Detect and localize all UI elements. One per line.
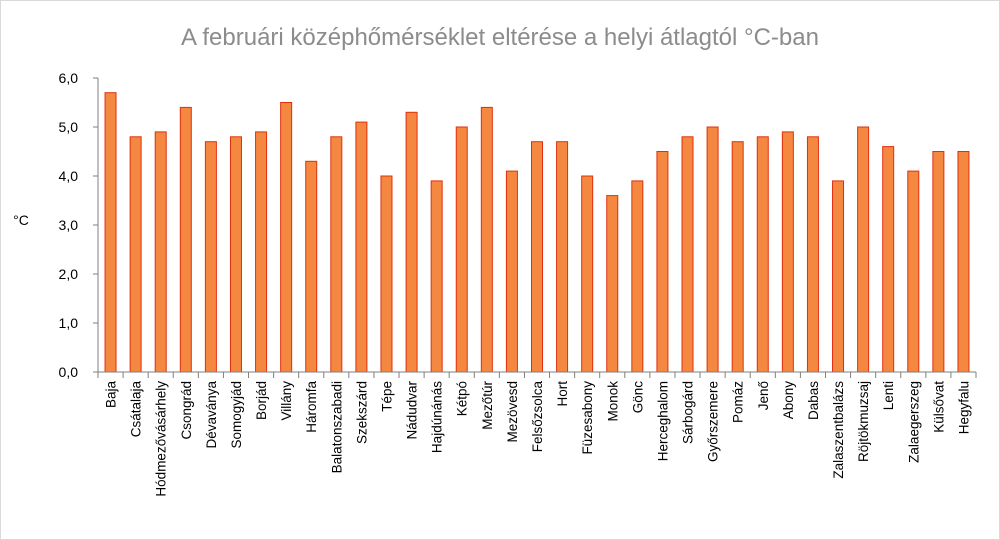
bar [832, 180, 845, 373]
x-category-label: Tépe [379, 381, 394, 412]
bar [681, 136, 694, 373]
y-tick-label: 6,0 [59, 70, 79, 86]
x-category-label: Felsőzsolca [530, 381, 545, 453]
bar [154, 131, 167, 373]
bar [606, 195, 619, 373]
x-category-label: Nádudvar [405, 381, 420, 440]
x-category-label: Hegyfalu [956, 381, 971, 434]
x-category-label: Balatonszabadi [329, 381, 344, 473]
bar [631, 180, 644, 373]
x-category-label: Herceghalom [655, 381, 670, 461]
x-category-label: Szekszárd [354, 381, 369, 444]
x-category-label: Villány [279, 381, 294, 421]
y-tick-label: 1,0 [59, 315, 79, 331]
bar [129, 136, 142, 373]
bar [531, 141, 543, 373]
bar [556, 141, 569, 373]
bar [932, 151, 945, 373]
bar [857, 126, 870, 373]
x-category-label: Lenti [881, 381, 896, 410]
x-category-label: Borjád [254, 381, 269, 420]
bar [480, 106, 493, 373]
bar [179, 106, 192, 373]
bar [781, 131, 794, 373]
bar [204, 141, 217, 373]
x-category-label: Baja [104, 381, 119, 409]
x-category-label: Csátalaja [129, 381, 144, 438]
y-tick-label: 2,0 [59, 266, 79, 282]
x-category-label: Röjtökmuzsaj [856, 381, 871, 462]
x-category-label: Dabas [806, 381, 821, 420]
bar [455, 126, 468, 373]
x-category-label: Hódmezővásárhely [154, 381, 169, 497]
x-category-label: Pomáz [731, 381, 746, 423]
bar [430, 180, 443, 373]
x-category-label: Hort [555, 381, 570, 407]
x-axis-categories: Baja Csátalaja Hódmezővásárhely Csongrád Dév… [97, 372, 977, 497]
x-category-label: Csongrád [179, 381, 194, 440]
x-category-label: Somogyjád [229, 381, 244, 449]
x-category-label: Mezőtúr [480, 381, 495, 430]
x-category-label: Gönc [630, 381, 645, 414]
x-category-label: Sárbogárd [681, 381, 696, 444]
bar [330, 136, 343, 373]
x-category-label: Külsővat [931, 381, 946, 433]
chart-title: A februári középhőmérséklet eltérése a h… [181, 24, 819, 51]
bar [355, 121, 368, 373]
bar [405, 111, 418, 373]
x-category-label: Abony [781, 381, 796, 420]
x-category-label: Monok [605, 381, 620, 422]
x-category-label: Füzesabony [580, 381, 595, 455]
bar [505, 170, 518, 373]
bar [280, 102, 293, 373]
bar [305, 160, 318, 373]
bar [907, 170, 920, 373]
bar [255, 131, 268, 373]
x-category-label: Győrszemere [706, 381, 721, 462]
bar [229, 136, 242, 373]
y-tick-label: 3,0 [59, 217, 79, 233]
y-tick-label: 0,0 [59, 364, 79, 380]
x-category-label: Háromfa [304, 381, 319, 433]
x-category-label: Zalaszentbalázs [831, 381, 846, 479]
bar [581, 175, 594, 373]
bar [957, 151, 970, 373]
bar [731, 141, 744, 373]
bar [104, 92, 117, 373]
bar [882, 146, 895, 373]
y-axis-label: °C [13, 212, 29, 228]
bar [756, 136, 769, 373]
x-category-label: Kétpó [455, 381, 470, 416]
axes [97, 78, 976, 373]
bar [806, 136, 819, 373]
x-category-label: Zalaegerszeg [906, 381, 921, 463]
x-category-label: Dévaványa [204, 381, 219, 449]
bar [380, 175, 393, 373]
y-tick-label: 4,0 [59, 168, 79, 184]
bar [706, 126, 719, 373]
x-category-label: Mezövesd [505, 381, 520, 443]
x-category-label: Hajdúnánás [430, 381, 445, 453]
y-axis-ticks: 0,0 1,0 2,0 3,0 4,0 5,0 6,0 [59, 70, 98, 380]
x-category-label: Jenő [756, 381, 771, 410]
bars [104, 92, 970, 373]
bar [656, 151, 669, 373]
y-tick-label: 5,0 [59, 119, 79, 135]
